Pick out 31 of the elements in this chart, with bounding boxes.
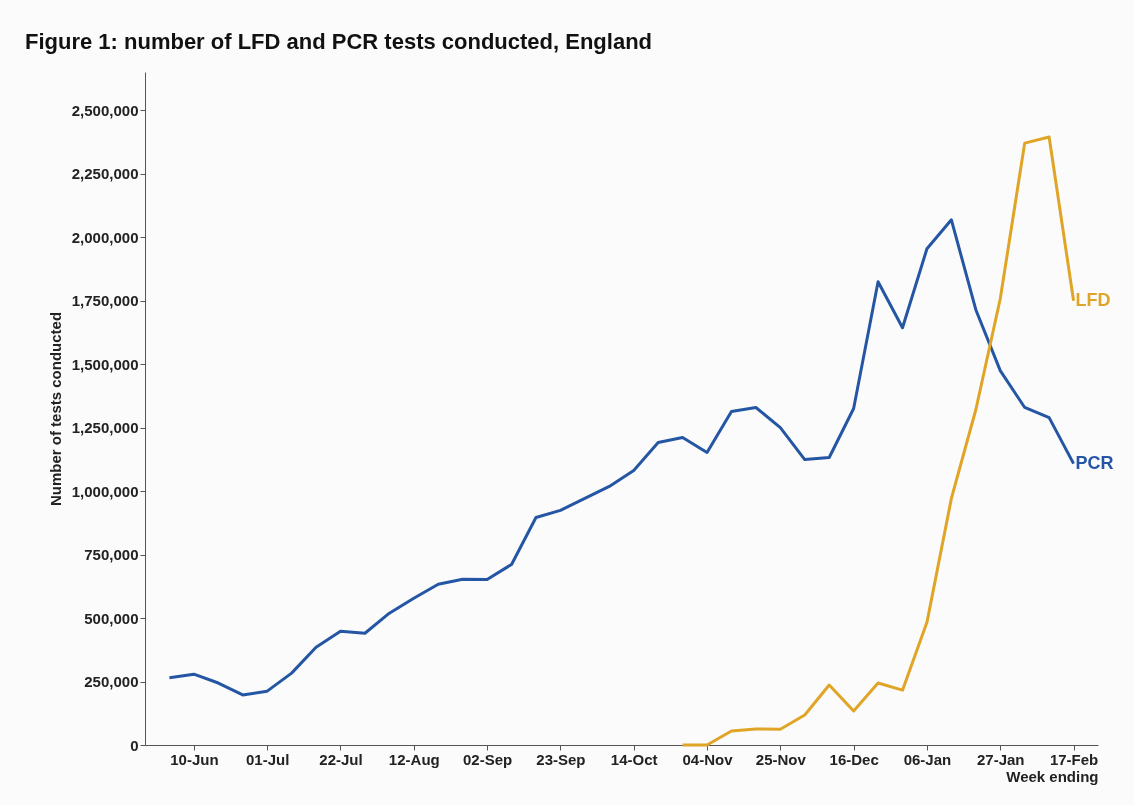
y-tick-label: 250,000 xyxy=(84,673,139,691)
x-tick-label: 12-Aug xyxy=(388,750,440,768)
y-tick-label: 2,250,000 xyxy=(71,165,139,183)
x-tick-label: 04-Nov xyxy=(682,750,734,768)
x-tick-label: 02-Sep xyxy=(463,750,513,768)
x-tick-label: 22-Jul xyxy=(319,750,363,768)
y-tick-label: 1,250,000 xyxy=(71,419,139,437)
series-label: PCR xyxy=(1075,452,1114,473)
line-series xyxy=(167,218,1076,697)
y-tick-label: 1,500,000 xyxy=(71,355,139,373)
x-tick-label: 06-Jan xyxy=(903,750,952,768)
x-tick-label: 17-Feb xyxy=(1049,750,1099,768)
y-tick-label: 0 xyxy=(130,736,139,754)
y-tick-label: 2,000,000 xyxy=(71,228,139,246)
y-tick-label: 1,750,000 xyxy=(71,292,139,310)
y-axis-title: Number of tests conducted xyxy=(46,311,64,507)
x-tick-label: 14-Oct xyxy=(610,750,658,768)
series-label: LFD xyxy=(1075,289,1111,310)
x-tick-label: 16-Dec xyxy=(829,750,879,768)
x-tick-label: 25-Nov xyxy=(755,750,807,768)
y-tick-label: 500,000 xyxy=(84,609,139,627)
y-tick-label: 1,000,000 xyxy=(71,482,139,500)
x-tick-label: 23-Sep xyxy=(536,750,586,768)
x-axis-title: Week ending xyxy=(1006,767,1099,785)
y-tick-label: 2,500,000 xyxy=(71,101,139,119)
x-tick-label: 10-Jun xyxy=(170,750,219,768)
line-series xyxy=(681,135,1076,747)
chart-title: Figure 1: number of LFD and PCR tests conducted, England xyxy=(25,29,653,54)
x-tick-label: 27-Jan xyxy=(976,750,1025,768)
x-tick-label: 01-Jul xyxy=(246,750,290,768)
y-tick-label: 750,000 xyxy=(84,546,139,564)
